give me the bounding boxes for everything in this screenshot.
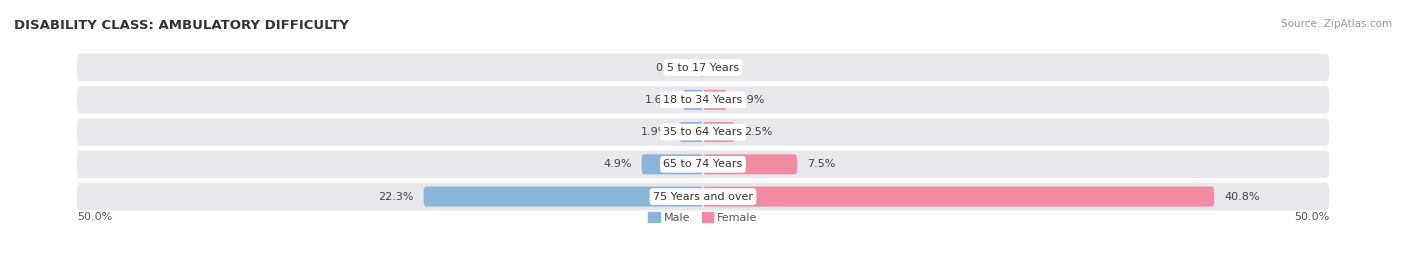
Text: 1.9%: 1.9% [641, 127, 669, 137]
FancyBboxPatch shape [703, 90, 727, 110]
Legend: Male, Female: Male, Female [648, 212, 758, 223]
FancyBboxPatch shape [641, 154, 703, 174]
Text: 5 to 17 Years: 5 to 17 Years [666, 63, 740, 73]
Text: 0.0%: 0.0% [713, 63, 741, 73]
Text: 1.9%: 1.9% [737, 95, 765, 105]
Text: 2.5%: 2.5% [744, 127, 773, 137]
FancyBboxPatch shape [703, 154, 797, 174]
Text: Source: ZipAtlas.com: Source: ZipAtlas.com [1281, 19, 1392, 29]
FancyBboxPatch shape [77, 54, 1329, 81]
Text: 22.3%: 22.3% [378, 192, 413, 202]
FancyBboxPatch shape [700, 58, 703, 77]
FancyBboxPatch shape [423, 187, 703, 207]
Text: 7.5%: 7.5% [807, 159, 835, 169]
Text: 4.9%: 4.9% [603, 159, 631, 169]
Text: 35 to 64 Years: 35 to 64 Years [664, 127, 742, 137]
Text: 40.8%: 40.8% [1225, 192, 1260, 202]
FancyBboxPatch shape [703, 187, 1213, 207]
Text: 0.21%: 0.21% [655, 63, 690, 73]
Text: 1.6%: 1.6% [645, 95, 673, 105]
Text: 75 Years and over: 75 Years and over [652, 192, 754, 202]
Text: DISABILITY CLASS: AMBULATORY DIFFICULTY: DISABILITY CLASS: AMBULATORY DIFFICULTY [14, 19, 349, 32]
FancyBboxPatch shape [683, 90, 703, 110]
FancyBboxPatch shape [77, 86, 1329, 114]
FancyBboxPatch shape [77, 118, 1329, 146]
FancyBboxPatch shape [77, 150, 1329, 178]
Text: 18 to 34 Years: 18 to 34 Years [664, 95, 742, 105]
FancyBboxPatch shape [679, 122, 703, 142]
FancyBboxPatch shape [77, 183, 1329, 210]
Text: 50.0%: 50.0% [77, 211, 112, 222]
Text: 50.0%: 50.0% [1294, 211, 1329, 222]
Text: 65 to 74 Years: 65 to 74 Years [664, 159, 742, 169]
FancyBboxPatch shape [703, 122, 734, 142]
